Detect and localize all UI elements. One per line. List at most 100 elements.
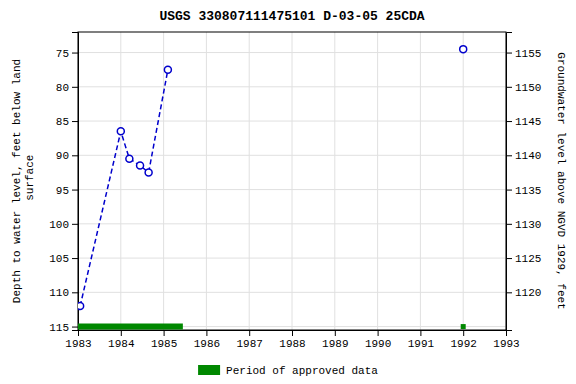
- series: [461, 324, 466, 329]
- tick-label: 1989: [322, 338, 348, 350]
- axis-yticks: 75 80 85 90 95 100 105 110 115: [49, 33, 78, 334]
- tick: 1986: [194, 330, 220, 350]
- tick: 1150: [506, 82, 541, 94]
- tick-label: 110: [49, 287, 69, 299]
- y2-axis-label: Groundwater level above NGVD 1929, feet: [555, 52, 567, 309]
- tick: 1991: [408, 330, 435, 350]
- chart: 1983198419851986198719881989199019911992…: [0, 0, 576, 384]
- grid-line-y: [78, 326, 506, 327]
- tick: 95: [56, 185, 78, 197]
- point: [78, 303, 84, 310]
- tick: 1125: [506, 253, 541, 265]
- grid-line-y: [78, 52, 506, 53]
- tick-mark: [506, 155, 512, 156]
- tick-mark: [506, 224, 512, 225]
- axis-xticks: 1983198419851986198719881989199019911992…: [65, 330, 519, 350]
- grid-line-x: [377, 32, 378, 330]
- tick-mark: [249, 330, 250, 336]
- axis-y2ticks: 11201125113011351140114511501155: [506, 33, 541, 331]
- tick-mark: [506, 292, 512, 293]
- tick-mark: [506, 121, 512, 122]
- tick: 100: [49, 219, 78, 231]
- tick-label: 1987: [236, 338, 262, 350]
- tick-mark: [335, 330, 336, 336]
- grid: [78, 32, 506, 330]
- tick-mark: [206, 330, 207, 336]
- tick-mark: [463, 330, 464, 336]
- tick-label: 1135: [515, 185, 541, 197]
- point: [137, 162, 144, 169]
- tick-label: 105: [49, 253, 69, 265]
- tick: 1135: [506, 185, 541, 197]
- tick-label: 1150: [515, 82, 541, 94]
- legend-label: Period of approved data: [226, 365, 378, 377]
- tick: 1989: [322, 330, 348, 350]
- tick-label: 90: [56, 150, 69, 162]
- plot: 1983198419851986198719881989199019911992…: [49, 32, 541, 350]
- tick-label: 1990: [365, 338, 391, 350]
- point: [145, 169, 152, 176]
- grid-line-y: [78, 155, 506, 156]
- tick: 85: [56, 116, 78, 128]
- tick-mark: [72, 258, 78, 259]
- tick-mark: [506, 53, 512, 54]
- tick-label: 75: [56, 48, 69, 60]
- tick: 1155: [506, 48, 541, 60]
- tick: 1130: [506, 219, 541, 231]
- tick-mark: [420, 330, 421, 336]
- tick-label: 1988: [279, 338, 305, 350]
- tick-mark: [72, 292, 78, 293]
- tick-mark: [292, 330, 293, 336]
- tick: 105: [49, 253, 78, 265]
- grid-line-x: [206, 32, 207, 330]
- tick-label: 1145: [515, 116, 541, 128]
- tick: 1984: [108, 330, 135, 350]
- grid-line-x: [463, 32, 464, 330]
- legend: Period of approved data: [198, 365, 378, 377]
- tick-mark: [72, 87, 78, 88]
- tick: 1120: [506, 287, 541, 299]
- tick: 1993: [493, 330, 519, 350]
- grid-line-x: [334, 32, 335, 330]
- grid-line-y: [78, 258, 506, 259]
- tick: 75: [56, 48, 78, 60]
- point: [164, 66, 171, 73]
- tick-mark: [378, 330, 379, 336]
- tick-mark: [72, 224, 78, 225]
- tick-mark: [72, 121, 78, 122]
- tick: 1145: [506, 116, 541, 128]
- tick-mark: [72, 327, 78, 328]
- y-axis-label: Depth to water level, feet below land su…: [11, 59, 36, 303]
- legend-swatch: [198, 365, 220, 375]
- tick: 90: [56, 150, 78, 162]
- axis-domain: [79, 331, 507, 337]
- grid-line-x: [292, 32, 293, 330]
- tick-mark: [164, 330, 165, 336]
- tick-mark: [121, 330, 122, 336]
- series-line: [80, 70, 168, 306]
- point: [126, 155, 133, 162]
- grid-line-y: [78, 86, 506, 87]
- grid-line-y: [78, 223, 506, 224]
- series-line: [78, 324, 183, 330]
- tick: 115: [49, 322, 78, 334]
- point: [461, 324, 466, 329]
- tick: 1990: [365, 330, 391, 350]
- axis-domain: [72, 33, 79, 331]
- plot-frame: [78, 32, 506, 330]
- tick-label: 100: [49, 219, 69, 231]
- grid-line-x: [249, 32, 250, 330]
- grid-line-y: [78, 189, 506, 190]
- tick-label: 115: [49, 322, 69, 334]
- tick-mark: [506, 190, 512, 191]
- tick-label: 1125: [515, 253, 541, 265]
- grid-line-x: [163, 32, 164, 330]
- tick-label: 85: [56, 116, 69, 128]
- tick: 1987: [236, 330, 262, 350]
- series: [78, 66, 171, 309]
- tick: 110: [49, 287, 78, 299]
- tick-label: 80: [56, 82, 69, 94]
- tick-label: 1155: [515, 48, 541, 60]
- tick-mark: [72, 190, 78, 191]
- tick: 80: [56, 82, 78, 94]
